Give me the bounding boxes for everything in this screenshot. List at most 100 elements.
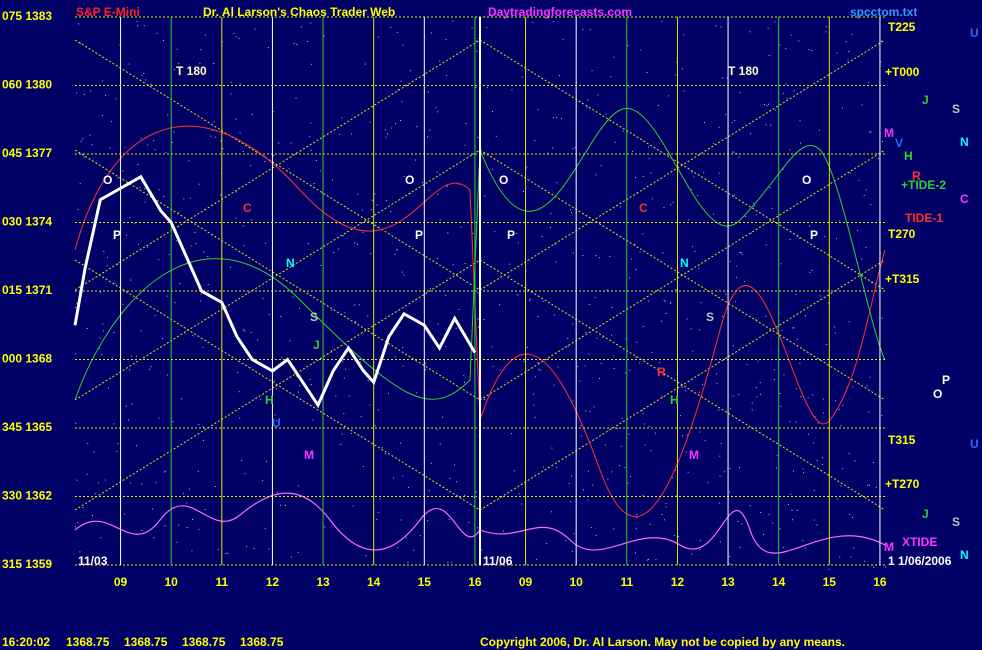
star <box>791 509 793 511</box>
star <box>870 131 872 133</box>
star <box>237 371 239 373</box>
star <box>718 502 720 504</box>
star <box>312 419 314 421</box>
star <box>572 400 574 402</box>
star <box>636 341 638 343</box>
y-tick-label: 045 1377 <box>2 146 52 160</box>
star <box>780 263 782 265</box>
star <box>657 105 659 107</box>
star <box>825 31 827 33</box>
x-tick-label: 13 <box>316 575 330 589</box>
star <box>145 79 147 81</box>
star <box>631 150 633 152</box>
star <box>661 395 663 397</box>
star <box>726 77 728 79</box>
star <box>541 236 543 238</box>
star <box>647 559 649 561</box>
star <box>280 315 282 317</box>
annotation: M <box>884 126 894 140</box>
star <box>565 540 567 542</box>
site-url: Daytradingforecasts.com <box>488 5 632 19</box>
star <box>416 392 418 394</box>
star <box>381 447 383 449</box>
star <box>341 117 343 119</box>
decorative-tide-curve <box>74 492 886 554</box>
star <box>556 117 558 119</box>
annotation: N <box>960 548 969 562</box>
star <box>522 190 524 192</box>
star <box>254 28 256 30</box>
star <box>499 304 501 306</box>
star <box>176 541 178 543</box>
star <box>624 467 626 469</box>
star <box>869 131 871 133</box>
star <box>611 334 613 336</box>
star <box>613 56 615 58</box>
star <box>483 318 485 320</box>
star <box>367 315 369 317</box>
star <box>292 296 294 298</box>
star <box>642 325 644 327</box>
star <box>744 216 746 218</box>
star <box>808 49 810 51</box>
star <box>131 403 133 405</box>
star <box>673 535 675 537</box>
star <box>725 293 727 295</box>
star <box>534 140 536 142</box>
star <box>614 141 616 143</box>
star <box>102 330 104 332</box>
star <box>475 87 477 89</box>
star <box>207 284 209 286</box>
star <box>102 323 104 325</box>
x-tick-label: 13 <box>721 575 735 589</box>
star <box>113 423 115 425</box>
star <box>162 338 164 340</box>
star <box>542 300 544 302</box>
star <box>109 147 111 149</box>
star <box>582 28 584 30</box>
star <box>297 551 299 553</box>
star <box>795 388 797 390</box>
star <box>430 462 432 464</box>
star <box>235 217 237 219</box>
annotation: P <box>942 373 950 387</box>
star <box>574 147 576 149</box>
star <box>598 377 600 379</box>
star <box>125 405 127 407</box>
star <box>607 289 609 291</box>
star <box>641 410 643 412</box>
star <box>875 486 877 488</box>
star <box>465 122 467 124</box>
star <box>195 242 197 244</box>
star <box>670 204 672 206</box>
star <box>572 323 574 325</box>
star <box>436 111 438 113</box>
decorative-band-curve <box>74 125 886 518</box>
annotation: O <box>405 173 414 187</box>
star <box>437 193 439 195</box>
star <box>267 47 269 49</box>
star <box>173 69 175 71</box>
star <box>616 428 618 430</box>
star <box>454 464 456 466</box>
annotation: T315 <box>888 433 916 447</box>
star <box>331 350 333 352</box>
star <box>799 362 801 364</box>
star <box>80 42 82 44</box>
star <box>476 527 478 529</box>
star <box>275 388 277 390</box>
annotation: T225 <box>888 20 916 34</box>
star <box>861 104 863 106</box>
annotation: N <box>286 256 295 270</box>
star <box>402 475 404 477</box>
star <box>767 103 769 105</box>
star <box>137 164 139 166</box>
star <box>367 379 369 381</box>
star <box>351 133 353 135</box>
star <box>634 176 636 178</box>
star <box>309 135 311 137</box>
star <box>642 412 644 414</box>
star <box>713 213 715 215</box>
annotation: U <box>970 437 979 451</box>
star <box>534 376 536 378</box>
